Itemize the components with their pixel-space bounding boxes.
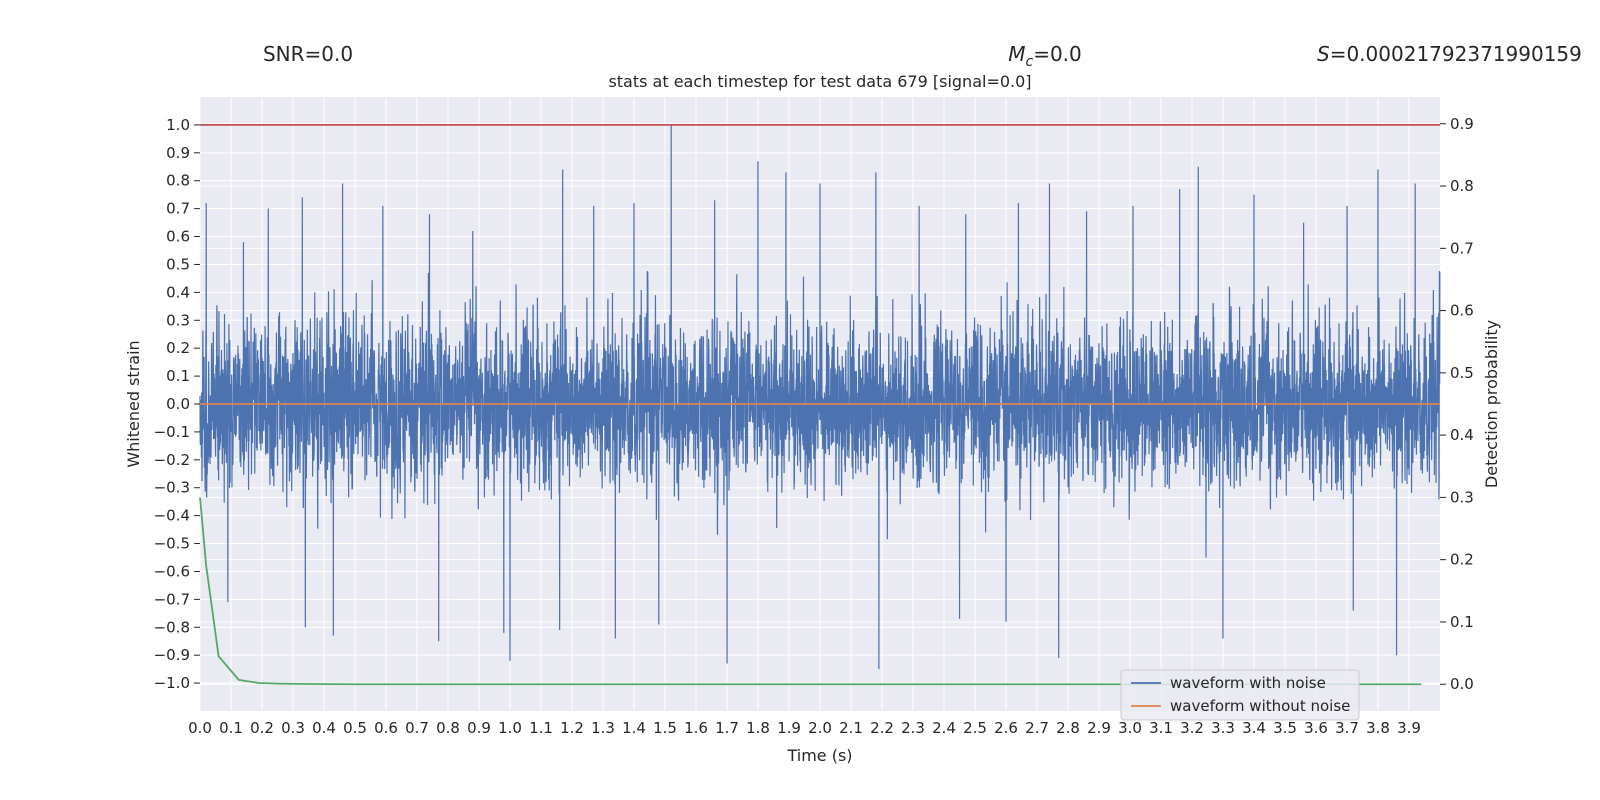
y2-tick-label: 0.1 bbox=[1450, 613, 1474, 631]
y2-tick-label: 0.3 bbox=[1450, 488, 1474, 506]
y-tick-label: −0.2 bbox=[154, 451, 190, 469]
y-axis-label: Whitened strain bbox=[124, 340, 143, 467]
y-tick-label: −0.3 bbox=[154, 479, 190, 497]
x-tick-label: 2.4 bbox=[932, 719, 956, 737]
legend: waveform with noise waveform without noi… bbox=[1120, 669, 1360, 721]
chirp-mass-label: Mc=0.0 bbox=[1008, 42, 1082, 70]
y-tick-label: −1.0 bbox=[154, 674, 190, 692]
x-tick-label: 1.2 bbox=[560, 719, 584, 737]
x-tick-label: 1.7 bbox=[715, 719, 739, 737]
y2-tick-label: 0.7 bbox=[1450, 239, 1474, 257]
series-waveform-with-noise bbox=[199, 124, 1441, 670]
x-tick-label: 3.1 bbox=[1149, 719, 1173, 737]
y-tick-label: 0.2 bbox=[166, 339, 190, 357]
y-tick-label: −0.9 bbox=[154, 646, 190, 664]
y-tick-label: 1.0 bbox=[166, 116, 190, 134]
y2-tick-label: 0.0 bbox=[1450, 675, 1474, 693]
x-tick-label: 0.0 bbox=[188, 719, 212, 737]
x-tick-label: 3.3 bbox=[1211, 719, 1235, 737]
x-tick-label: 3.9 bbox=[1397, 719, 1421, 737]
legend-label-waveform-with-noise: waveform with noise bbox=[1170, 674, 1326, 692]
y-tick-label: −0.1 bbox=[154, 423, 190, 441]
legend-box bbox=[1120, 669, 1360, 721]
x-tick-label: 2.9 bbox=[1087, 719, 1111, 737]
y2-axis-label: Detection probability bbox=[1482, 320, 1501, 488]
x-tick-label: 3.4 bbox=[1242, 719, 1266, 737]
x-tick-label: 0.2 bbox=[250, 719, 274, 737]
y2-tick-label: 0.4 bbox=[1450, 426, 1474, 444]
x-tick-label: 3.6 bbox=[1304, 719, 1328, 737]
x-tick-label: 1.4 bbox=[622, 719, 646, 737]
x-tick-label: 3.8 bbox=[1366, 719, 1390, 737]
y-tick-label: 0.9 bbox=[166, 144, 190, 162]
y2-tick-label: 0.9 bbox=[1450, 115, 1474, 133]
x-axis-label: Time (s) bbox=[786, 746, 852, 765]
x-tick-label: 1.1 bbox=[529, 719, 553, 737]
x-tick-label: 1.0 bbox=[498, 719, 522, 737]
x-tick-label: 0.4 bbox=[312, 719, 336, 737]
x-tick-label: 2.8 bbox=[1056, 719, 1080, 737]
x-tick-label: 0.1 bbox=[219, 719, 243, 737]
legend-label-waveform-without-noise: waveform without noise bbox=[1170, 697, 1350, 715]
x-tick-label: 2.3 bbox=[901, 719, 925, 737]
y-tick-label: −0.8 bbox=[154, 618, 190, 636]
y-tick-label: 0.3 bbox=[166, 311, 190, 329]
x-tick-label: 1.8 bbox=[746, 719, 770, 737]
y-tick-label: 0.8 bbox=[166, 172, 190, 190]
y-tick-label: 0.6 bbox=[166, 228, 190, 246]
x-tick-label: 2.0 bbox=[808, 719, 832, 737]
y-tick-label: −0.6 bbox=[154, 562, 190, 580]
x-tick-label: 2.2 bbox=[870, 719, 894, 737]
y2-tick-label: 0.8 bbox=[1450, 177, 1474, 195]
x-tick-label: 0.7 bbox=[405, 719, 429, 737]
y-tick-label: 0.4 bbox=[166, 283, 190, 301]
y-tick-label: 0.0 bbox=[166, 395, 190, 413]
y-tick-label: −0.5 bbox=[154, 535, 190, 553]
snr-label: SNR=0.0 bbox=[263, 42, 353, 66]
y-tick-label: 0.5 bbox=[166, 255, 190, 273]
stat-s-label: S=0.00021792371990159 bbox=[1317, 42, 1582, 66]
x-tick-label: 1.5 bbox=[653, 719, 677, 737]
y2-axis-ticks: 0.9 0.8 0.7 0.6 0.5 0.4 0.3 0.2 0.1 0.0 bbox=[1440, 115, 1474, 693]
x-tick-label: 3.2 bbox=[1180, 719, 1204, 737]
x-tick-label: 0.6 bbox=[374, 719, 398, 737]
y2-tick-label: 0.6 bbox=[1450, 302, 1474, 320]
x-tick-label: 3.7 bbox=[1335, 719, 1359, 737]
x-axis-ticks: 0.0 0.1 0.2 0.3 0.4 0.5 0.6 0.7 0.8 0.9 1.0 1.1 1.2 1… bbox=[188, 719, 1421, 737]
x-tick-label: 1.6 bbox=[684, 719, 708, 737]
x-tick-label: 0.5 bbox=[343, 719, 367, 737]
x-tick-label: 3.5 bbox=[1273, 719, 1297, 737]
y-axis-ticks: 1.0 0.9 0.8 0.7 0.6 0.5 0.4 0.3 0.2 0.1 0.0 −0.1 −0.… bbox=[154, 116, 200, 692]
x-tick-label: 2.1 bbox=[839, 719, 863, 737]
series-detection-probability bbox=[199, 497, 1422, 686]
x-tick-label: 1.3 bbox=[591, 719, 615, 737]
x-tick-label: 2.5 bbox=[963, 719, 987, 737]
x-tick-label: 0.8 bbox=[436, 719, 460, 737]
y-tick-label: −0.4 bbox=[154, 507, 190, 525]
x-tick-label: 0.3 bbox=[281, 719, 305, 737]
y-tick-label: 0.7 bbox=[166, 200, 190, 218]
y-tick-label: −0.7 bbox=[154, 590, 190, 608]
x-tick-label: 2.6 bbox=[994, 719, 1018, 737]
y-tick-label: 0.1 bbox=[166, 367, 190, 385]
chart-title: stats at each timestep for test data 679… bbox=[608, 72, 1031, 91]
y2-tick-label: 0.5 bbox=[1450, 364, 1474, 382]
x-tick-label: 1.9 bbox=[777, 719, 801, 737]
x-tick-label: 3.0 bbox=[1118, 719, 1142, 737]
y2-tick-label: 0.2 bbox=[1450, 551, 1474, 569]
x-tick-label: 0.9 bbox=[467, 719, 491, 737]
x-tick-label: 2.7 bbox=[1025, 719, 1049, 737]
